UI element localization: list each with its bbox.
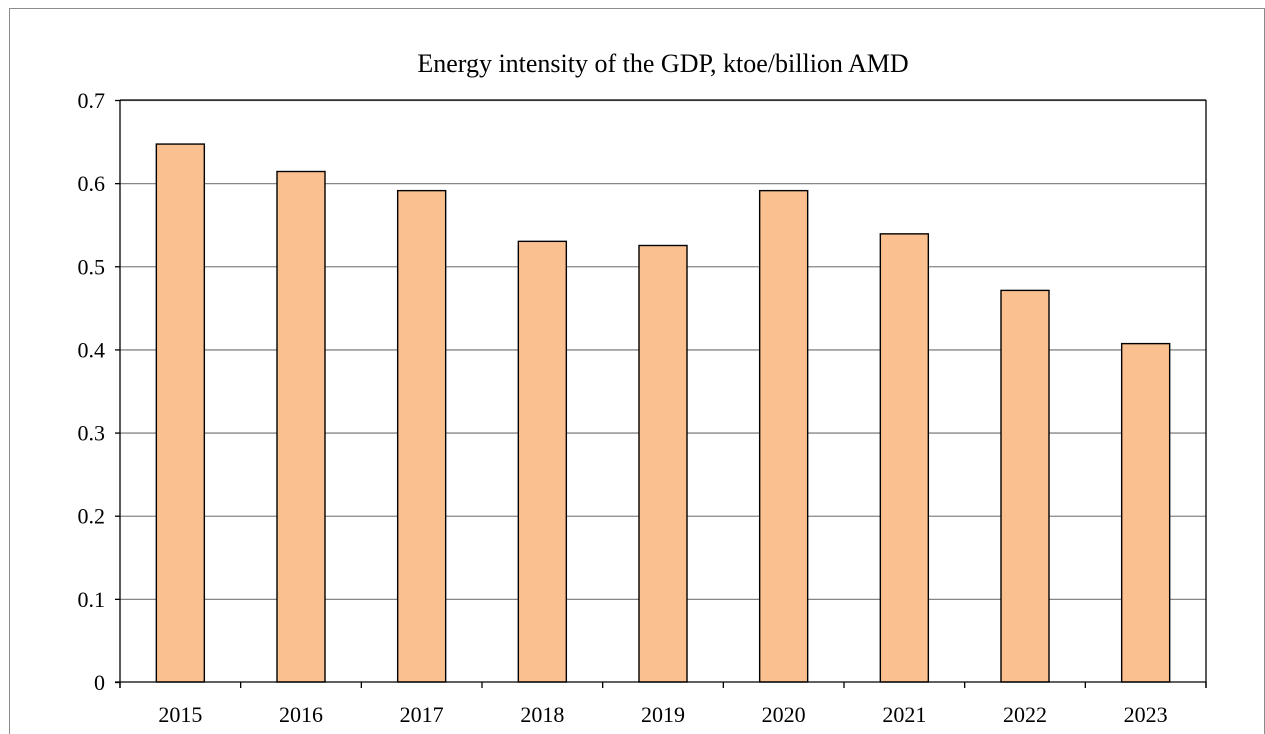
bars — [155, 143, 1171, 683]
chart-title: Energy intensity of the GDP, ktoe/billio… — [417, 49, 908, 78]
x-tick-label: 2017 — [400, 702, 444, 727]
y-tick-label: 0.5 — [78, 254, 106, 279]
bar-2015 — [155, 143, 206, 683]
x-tick-labels: 2015 2016 2017 2018 2019 2020 2021 2022 2023 — [158, 702, 1167, 727]
bar-2018 — [517, 240, 568, 683]
x-tick-label: 2019 — [641, 702, 685, 727]
y-tick-label: 0.7 — [78, 88, 106, 113]
bar-2020 — [758, 189, 809, 683]
bar-2022 — [1000, 289, 1050, 683]
x-tick-label: 2015 — [158, 702, 202, 727]
x-tick-label: 2016 — [279, 702, 323, 727]
y-tick-label: 0 — [94, 670, 105, 695]
x-tick-label: 2020 — [762, 702, 806, 727]
y-tick-labels: 0 0.1 0.2 0.3 0.4 0.5 0.6 0.7 — [78, 88, 106, 695]
axes — [115, 99, 1207, 688]
x-tick-label: 2023 — [1124, 702, 1168, 727]
y-tick-label: 0.2 — [78, 504, 106, 529]
bar-2023 — [1120, 342, 1171, 683]
y-tick-label: 0.1 — [78, 587, 106, 612]
bar-2021 — [879, 233, 930, 683]
bar-2017 — [396, 189, 447, 683]
bar-2016 — [276, 170, 326, 683]
y-tick-label: 0.3 — [78, 421, 106, 446]
y-tick-label: 0.6 — [78, 171, 106, 196]
x-tick-label: 2018 — [520, 702, 564, 727]
x-tick-label: 2022 — [1003, 702, 1047, 727]
x-tick-label: 2021 — [882, 702, 926, 727]
y-tick-label: 0.4 — [78, 337, 106, 362]
bar-2019 — [638, 244, 688, 683]
